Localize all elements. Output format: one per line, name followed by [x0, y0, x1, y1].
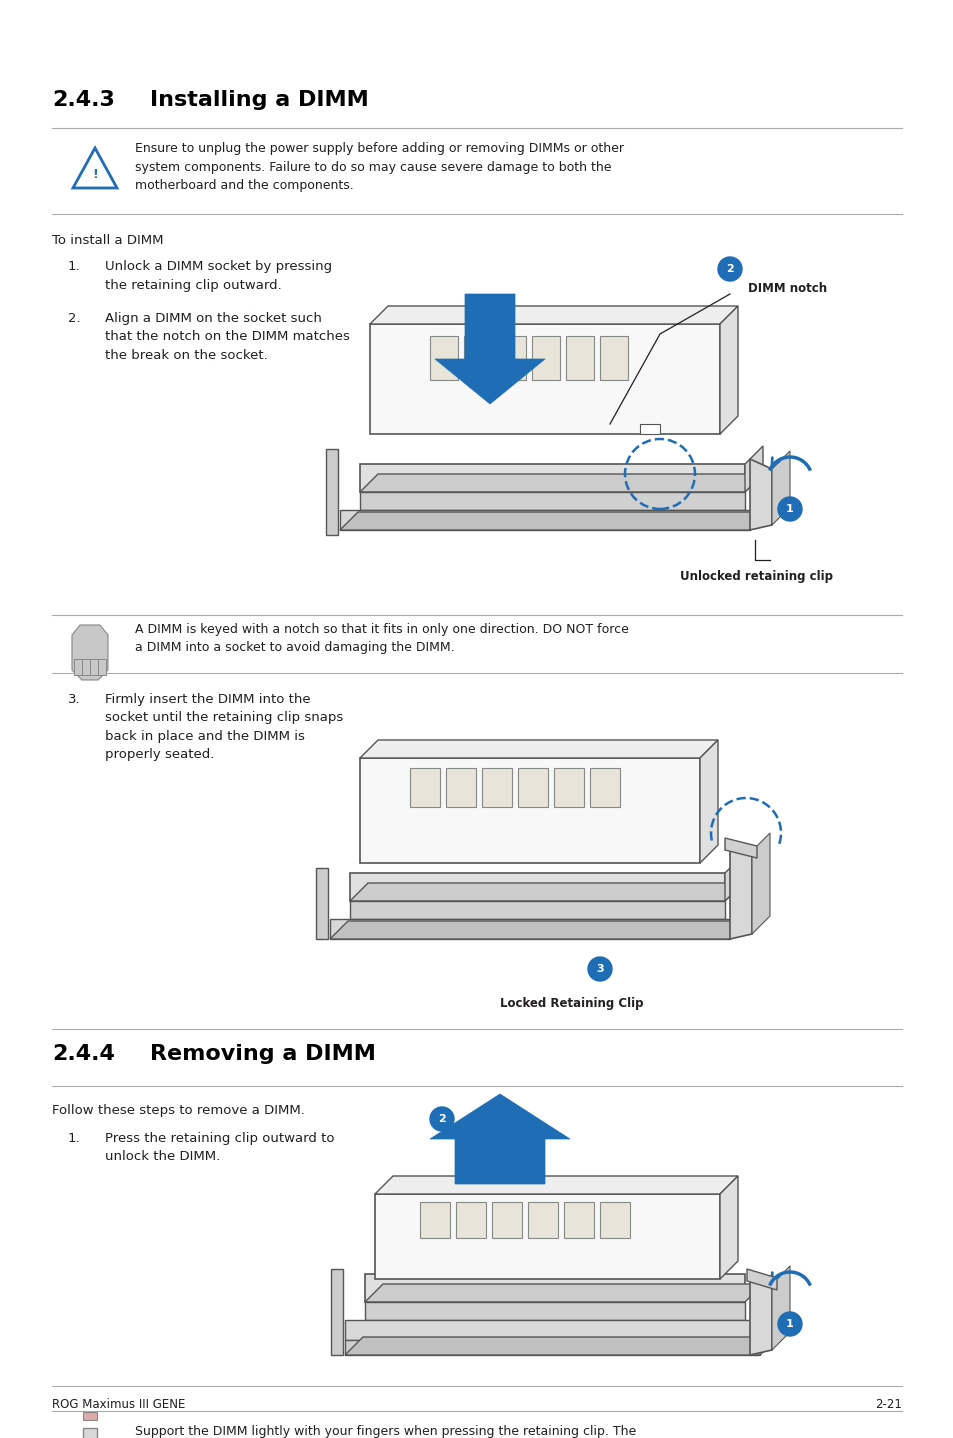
Text: !: !	[92, 168, 98, 181]
Text: To install a DIMM: To install a DIMM	[52, 234, 163, 247]
Polygon shape	[350, 902, 724, 919]
Text: 2-21: 2-21	[874, 1398, 901, 1411]
Text: 2.4.4: 2.4.4	[52, 1044, 114, 1064]
Text: 1: 1	[785, 1319, 793, 1329]
Text: ROG Maximus III GENE: ROG Maximus III GENE	[52, 1398, 185, 1411]
Polygon shape	[330, 919, 729, 939]
Polygon shape	[751, 833, 769, 935]
Text: Press the retaining clip outward to
unlock the DIMM.: Press the retaining clip outward to unlo…	[105, 1132, 335, 1163]
Text: 1.: 1.	[68, 1132, 81, 1145]
Bar	[430, 336, 457, 380]
Polygon shape	[345, 1320, 749, 1340]
Polygon shape	[720, 306, 738, 434]
Bar	[98, 659, 106, 674]
Text: 2: 2	[437, 1114, 445, 1125]
Bar	[599, 336, 627, 380]
Polygon shape	[744, 446, 762, 492]
Polygon shape	[359, 492, 744, 510]
Bar	[554, 768, 583, 807]
Bar	[83, 1412, 97, 1419]
Polygon shape	[430, 1094, 569, 1183]
Polygon shape	[729, 843, 751, 939]
Polygon shape	[359, 475, 762, 492]
Bar	[82, 659, 90, 674]
Polygon shape	[771, 1265, 789, 1350]
Bar	[456, 1202, 485, 1238]
Circle shape	[778, 1311, 801, 1336]
Polygon shape	[771, 452, 789, 525]
Text: 1.: 1.	[68, 260, 81, 273]
Bar	[315, 869, 328, 939]
Text: 2.: 2.	[68, 312, 81, 325]
Bar	[331, 1268, 343, 1355]
Polygon shape	[375, 1176, 738, 1194]
Text: DIMM notch: DIMM notch	[747, 282, 826, 295]
Bar	[410, 768, 439, 807]
Polygon shape	[724, 856, 742, 902]
Polygon shape	[749, 459, 771, 531]
Text: Unlocked retaining clip: Unlocked retaining clip	[679, 569, 832, 582]
Bar	[639, 424, 659, 434]
Text: Unlock a DIMM socket by pressing
the retaining clip outward.: Unlock a DIMM socket by pressing the ret…	[105, 260, 332, 292]
Bar	[463, 336, 492, 380]
Bar	[492, 1202, 521, 1238]
Polygon shape	[746, 1268, 776, 1290]
Polygon shape	[359, 464, 744, 492]
Polygon shape	[720, 1176, 738, 1278]
Polygon shape	[71, 626, 108, 680]
Polygon shape	[365, 1274, 744, 1301]
Text: Align a DIMM on the socket such
that the notch on the DIMM matches
the break on : Align a DIMM on the socket such that the…	[105, 312, 350, 362]
Polygon shape	[350, 883, 742, 902]
Polygon shape	[365, 1301, 744, 1320]
Polygon shape	[749, 1274, 771, 1355]
Text: Follow these steps to remove a DIMM.: Follow these steps to remove a DIMM.	[52, 1104, 305, 1117]
Bar	[497, 336, 525, 380]
Polygon shape	[365, 1284, 762, 1301]
Text: Firmly insert the DIMM into the
socket until the retaining clip snaps
back in pl: Firmly insert the DIMM into the socket u…	[105, 693, 343, 762]
Text: Ensure to unplug the power supply before adding or removing DIMMs or other
syste: Ensure to unplug the power supply before…	[135, 142, 623, 193]
Bar	[565, 336, 594, 380]
Bar	[90, 659, 98, 674]
Polygon shape	[345, 1337, 778, 1355]
Bar	[74, 659, 82, 674]
Text: Support the DIMM lightly with your fingers when pressing the retaining clip. The: Support the DIMM lightly with your finge…	[135, 1425, 636, 1438]
Bar	[481, 768, 512, 807]
Polygon shape	[435, 293, 544, 404]
Circle shape	[778, 498, 801, 521]
Bar	[589, 768, 619, 807]
Bar	[532, 336, 559, 380]
Polygon shape	[370, 306, 738, 324]
Polygon shape	[83, 1428, 97, 1438]
Text: 2: 2	[725, 265, 733, 275]
Bar	[419, 1202, 450, 1238]
Bar	[517, 768, 547, 807]
Polygon shape	[345, 1340, 760, 1355]
Bar	[563, 1202, 594, 1238]
Bar	[446, 768, 476, 807]
Bar	[599, 1202, 629, 1238]
Text: 1: 1	[785, 503, 793, 513]
Polygon shape	[330, 920, 747, 939]
Text: 3: 3	[596, 963, 603, 974]
Circle shape	[718, 257, 741, 280]
Polygon shape	[339, 510, 749, 531]
Polygon shape	[724, 838, 757, 858]
Circle shape	[430, 1107, 454, 1132]
Polygon shape	[359, 758, 700, 863]
Bar	[326, 449, 337, 535]
Text: Locked Retaining Clip: Locked Retaining Clip	[499, 997, 643, 1009]
Text: 3.: 3.	[68, 693, 81, 706]
Text: Removing a DIMM: Removing a DIMM	[150, 1044, 375, 1064]
Text: A DIMM is keyed with a notch so that it fits in only one direction. DO NOT force: A DIMM is keyed with a notch so that it …	[135, 623, 628, 654]
Polygon shape	[350, 873, 724, 902]
Polygon shape	[370, 324, 720, 434]
Polygon shape	[339, 512, 767, 531]
Polygon shape	[375, 1194, 720, 1278]
Polygon shape	[359, 741, 718, 758]
Circle shape	[587, 958, 612, 981]
Text: Installing a DIMM: Installing a DIMM	[150, 91, 369, 109]
Polygon shape	[700, 741, 718, 863]
Bar	[527, 1202, 558, 1238]
Text: 2.4.3: 2.4.3	[52, 91, 114, 109]
